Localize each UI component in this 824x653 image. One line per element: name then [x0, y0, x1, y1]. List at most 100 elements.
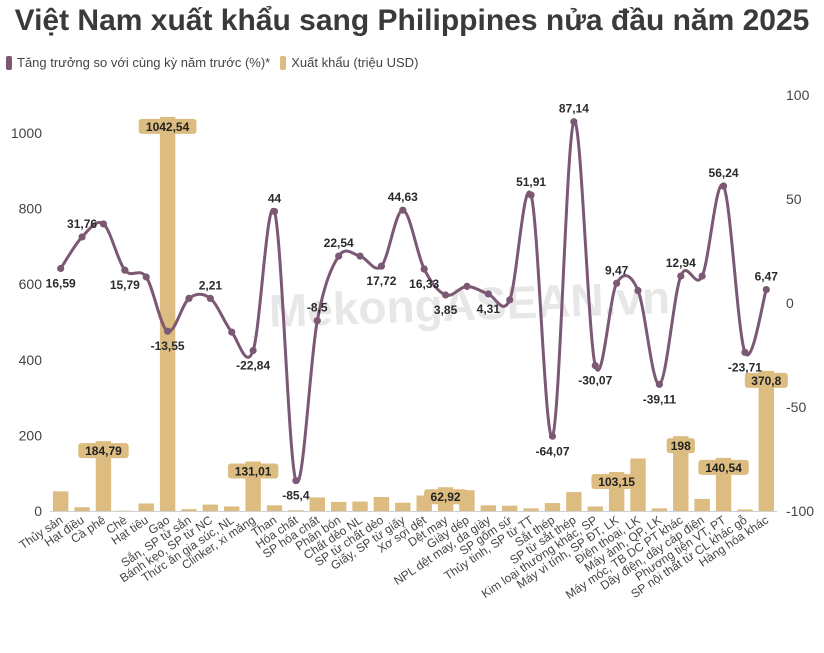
bar-label-bg-31 [698, 459, 749, 475]
legend-item-export[interactable]: Xuất khẩu (triệu USD) [280, 55, 418, 70]
growth-point-21 [506, 296, 514, 304]
bar-10 [266, 505, 283, 511]
growth-point-17 [420, 265, 428, 273]
line-label-12: -8,5 [307, 301, 328, 315]
growth-point-20 [484, 290, 492, 298]
bar-label-bg-33 [744, 372, 788, 388]
line-label-23: -64,07 [535, 444, 569, 458]
line-label-25: -30,07 [578, 374, 612, 388]
bar-21 [502, 505, 518, 511]
bar-8 [224, 506, 240, 511]
y-right-tick-2: 0 [786, 295, 794, 311]
line-label-16: 44,63 [388, 190, 418, 204]
growth-point-0 [57, 264, 65, 273]
growth-point-5 [164, 327, 172, 335]
bar-label-bg-5 [138, 118, 197, 134]
bar-15 [373, 497, 390, 511]
bar-14 [352, 501, 368, 511]
bar-label-bg-2 [78, 443, 129, 459]
bar-7 [202, 504, 219, 511]
legend-label-export: Xuất khẩu (triệu USD) [291, 55, 419, 70]
line-label-5: -13,55 [151, 339, 185, 353]
bar-label-bg-29 [666, 438, 695, 454]
y-left-tick-5: 1000 [11, 125, 42, 141]
line-label-29: 12,94 [666, 256, 696, 270]
bar-label-bg-26 [591, 474, 642, 490]
line-label-3: 15,79 [110, 278, 140, 292]
bar-29 [673, 436, 689, 511]
bar-30 [694, 498, 710, 511]
y-right-tick-3: 50 [786, 191, 802, 207]
legend-swatch-export [280, 55, 287, 70]
bar-label-9: 131,01 [235, 464, 272, 478]
bar-label-29: 198 [671, 439, 691, 453]
growth-point-22 [527, 191, 535, 199]
legend-swatch-growth [6, 55, 12, 70]
growth-point-6 [185, 294, 193, 303]
bar-22 [523, 508, 539, 511]
line-label-11: -85,4 [282, 489, 310, 503]
y-left-tick-1: 200 [19, 427, 43, 443]
growth-point-32 [741, 348, 749, 356]
bar-23 [544, 503, 561, 511]
bar-16 [395, 502, 411, 511]
bar-label-26: 103,15 [598, 475, 635, 489]
growth-point-8 [228, 328, 236, 336]
bar-33 [758, 370, 775, 511]
growth-point-4 [142, 273, 150, 281]
line-label-31: 56,24 [709, 166, 739, 180]
bar-32 [737, 509, 753, 511]
bar-label-18: 62,92 [431, 490, 461, 504]
bar-11 [288, 510, 304, 511]
growth-point-7 [206, 294, 214, 303]
y-right-tick-1: -50 [786, 399, 806, 415]
bar-label-33: 370,8 [751, 374, 781, 388]
bar-2 [95, 441, 112, 511]
line-label-0: 16,59 [46, 276, 76, 290]
growth-point-18 [441, 291, 450, 299]
growth-point-27 [634, 286, 642, 295]
growth-point-9 [249, 346, 257, 355]
bar-label-5: 1042,54 [146, 120, 190, 134]
line-label-18: 3,85 [434, 303, 458, 317]
growth-point-25 [591, 361, 599, 370]
growth-point-31 [719, 182, 728, 190]
line-label-22: 51,91 [516, 175, 546, 189]
growth-point-11 [292, 477, 300, 485]
bar-13 [330, 501, 347, 511]
growth-point-16 [399, 206, 407, 214]
growth-point-12 [313, 317, 321, 325]
line-label-28: -39,11 [643, 392, 677, 406]
line-label-7: 2,21 [199, 278, 223, 292]
bar-12 [309, 497, 325, 511]
bar-3 [117, 510, 133, 512]
bar-20 [480, 505, 497, 511]
line-label-24: 87,14 [559, 102, 589, 116]
line-label-10: 44 [268, 191, 282, 205]
y-right-tick-4: 100 [786, 87, 810, 103]
bar-6 [181, 509, 197, 511]
line-label-32: -23,71 [728, 360, 762, 374]
bar-25 [587, 506, 603, 511]
growth-point-1 [78, 233, 86, 241]
y-left-tick-0: 0 [34, 503, 42, 519]
growth-point-13 [335, 252, 343, 260]
y-left-tick-2: 400 [19, 352, 43, 368]
line-label-13: 22,54 [324, 236, 354, 250]
growth-point-23 [548, 432, 557, 440]
y-right-tick-0: -100 [786, 503, 814, 519]
growth-point-19 [463, 282, 471, 290]
growth-point-28 [655, 380, 663, 388]
growth-point-29 [677, 272, 685, 280]
bar-28 [651, 508, 668, 511]
bar-1 [74, 507, 90, 511]
legend-item-growth[interactable]: Tăng trưởng so với cùng kỳ năm trước (%)… [6, 55, 270, 70]
bar-label-2: 184,79 [85, 444, 122, 458]
line-label-20: 4,31 [477, 302, 501, 316]
y-left-tick-4: 800 [19, 201, 43, 217]
growth-point-24 [570, 118, 578, 126]
bar-0 [52, 491, 69, 511]
growth-point-3 [121, 266, 129, 274]
line-label-17: 16,33 [409, 277, 439, 291]
